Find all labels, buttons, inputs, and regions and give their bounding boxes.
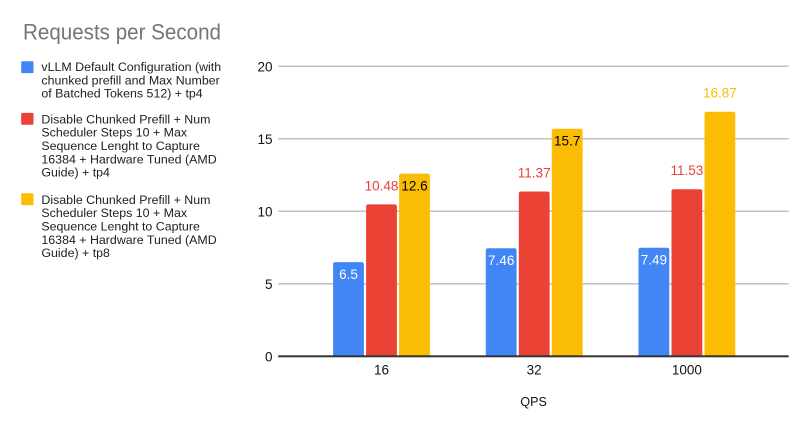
svg-text:32: 32 <box>527 363 542 378</box>
svg-text:15.7: 15.7 <box>554 134 580 149</box>
svg-text:16: 16 <box>374 363 389 378</box>
svg-text:7.49: 7.49 <box>641 253 667 268</box>
svg-text:16.87: 16.87 <box>703 86 737 101</box>
svg-text:1000: 1000 <box>672 363 702 378</box>
svg-text:5: 5 <box>265 277 273 292</box>
svg-text:6.5: 6.5 <box>339 267 358 282</box>
svg-text:12.6: 12.6 <box>401 178 427 193</box>
svg-text:11.37: 11.37 <box>518 165 551 180</box>
svg-text:11.53: 11.53 <box>671 163 704 178</box>
svg-text:Disable Chunked Prefill + Num: Disable Chunked Prefill + Num Scheduler … <box>41 112 220 179</box>
svg-text:Requests per Second: Requests per Second <box>23 19 221 44</box>
svg-text:15: 15 <box>257 132 272 147</box>
svg-text:10.48: 10.48 <box>365 178 399 193</box>
svg-text:10: 10 <box>257 204 272 219</box>
svg-text:Disable Chunked Prefill + Num: Disable Chunked Prefill + Num Scheduler … <box>41 193 220 260</box>
svg-text:20: 20 <box>257 59 272 74</box>
svg-text:vLLM Default Configuration (wi: vLLM Default Configuration (with chunked… <box>41 60 224 101</box>
svg-text:7.46: 7.46 <box>488 253 514 268</box>
svg-text:QPS: QPS <box>520 395 546 409</box>
svg-text:0: 0 <box>265 349 273 364</box>
